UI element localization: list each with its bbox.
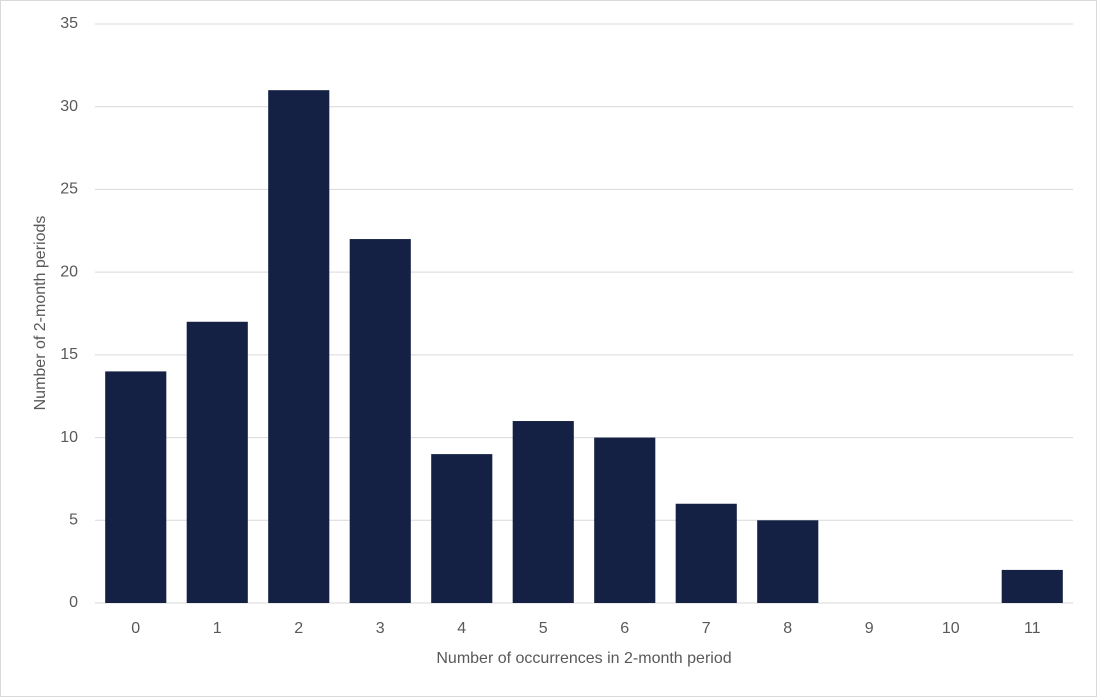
bar <box>431 454 493 603</box>
x-tick-label: 3 <box>376 620 385 637</box>
y-axis-label: Number of 2-month periods <box>32 216 49 411</box>
x-tick-label: 10 <box>942 620 960 637</box>
y-tick-label: 25 <box>60 181 78 198</box>
x-tick-label: 11 <box>1024 620 1041 637</box>
x-tick-label: 9 <box>865 620 874 637</box>
bar <box>1001 569 1063 603</box>
bar <box>512 421 574 603</box>
y-tick-label: 10 <box>60 429 78 446</box>
y-tick-label: 30 <box>60 98 78 115</box>
x-axis-label: Number of occurrences in 2-month period <box>436 650 731 667</box>
bar <box>757 520 819 603</box>
y-tick-label: 5 <box>69 512 78 529</box>
bar <box>594 437 656 603</box>
bar <box>268 90 330 603</box>
bar <box>105 371 167 603</box>
x-tick-label: 8 <box>783 620 792 637</box>
bar <box>186 321 248 603</box>
y-tick-label: 35 <box>60 15 78 32</box>
x-tick-label: 2 <box>294 620 303 637</box>
x-tick-label: 7 <box>702 620 711 637</box>
bar <box>675 503 737 603</box>
y-tick-label: 0 <box>69 594 78 611</box>
x-tick-label: 1 <box>213 620 222 637</box>
x-tick-label: 4 <box>457 620 466 637</box>
bar <box>349 239 411 604</box>
x-tick-label: 0 <box>131 620 140 637</box>
y-tick-label: 20 <box>60 263 78 280</box>
x-tick-label: 6 <box>620 620 629 637</box>
x-tick-label: 5 <box>539 620 548 637</box>
y-tick-label: 15 <box>60 346 78 363</box>
